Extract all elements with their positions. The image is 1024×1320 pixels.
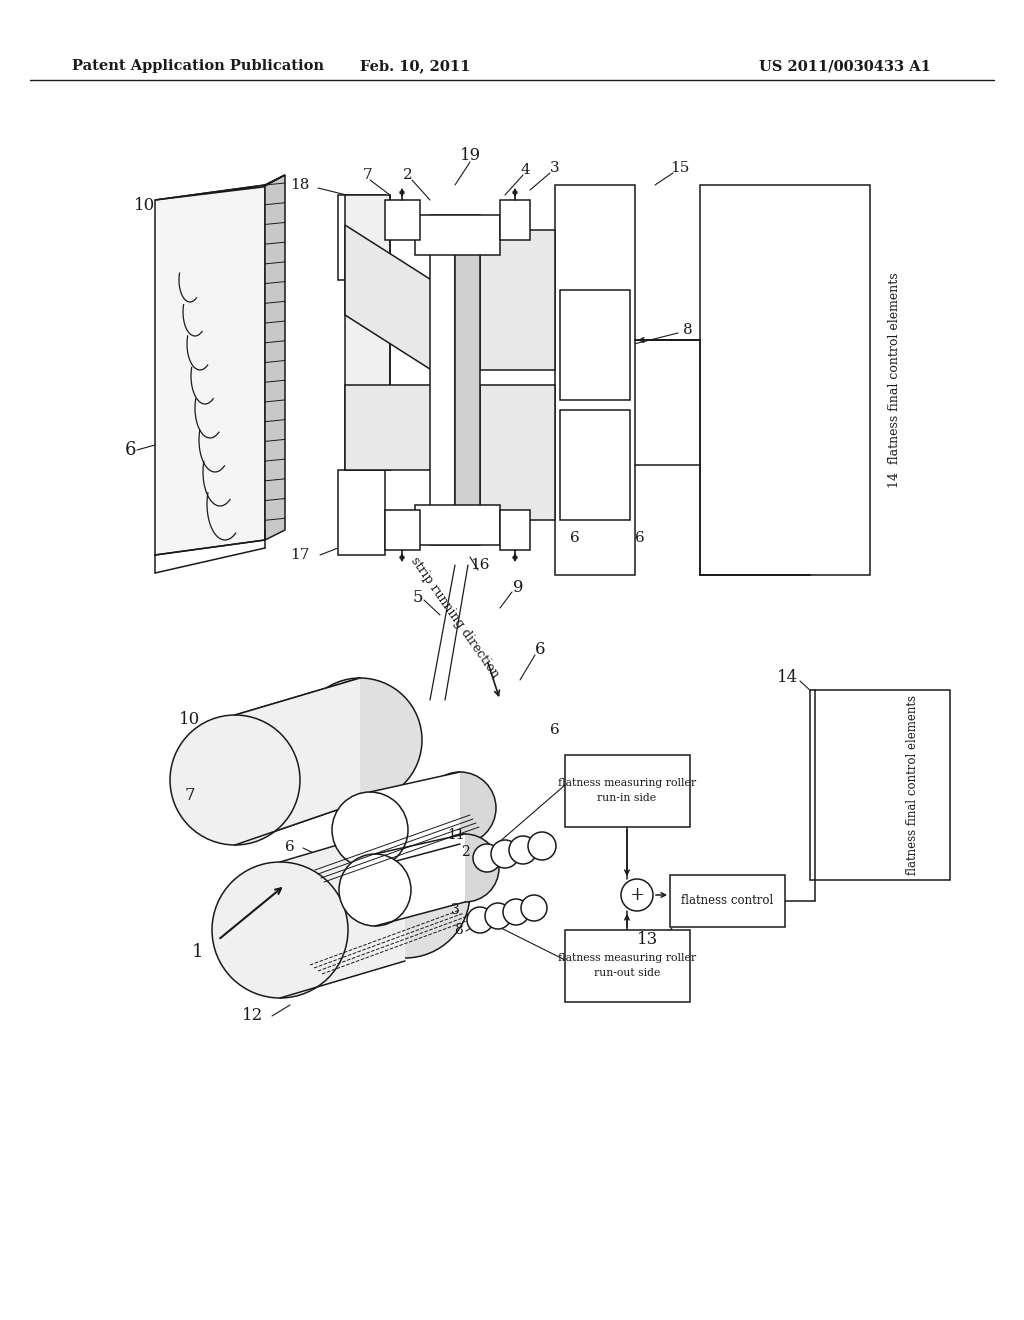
Text: 6: 6 — [635, 531, 645, 545]
Text: 8: 8 — [455, 923, 463, 937]
Circle shape — [490, 840, 519, 869]
Circle shape — [340, 828, 470, 958]
Text: US 2011/0030433 A1: US 2011/0030433 A1 — [759, 59, 931, 73]
Circle shape — [431, 834, 499, 902]
Text: flatness control: flatness control — [681, 895, 773, 908]
Polygon shape — [700, 185, 870, 576]
Polygon shape — [430, 215, 455, 545]
Polygon shape — [345, 224, 455, 385]
Text: 11: 11 — [447, 828, 465, 842]
Polygon shape — [155, 176, 285, 201]
Text: 4: 4 — [520, 162, 529, 177]
Text: 10: 10 — [134, 197, 155, 214]
Text: 5: 5 — [413, 590, 423, 606]
Text: 17: 17 — [291, 548, 310, 562]
Circle shape — [172, 717, 298, 843]
Text: Feb. 10, 2011: Feb. 10, 2011 — [359, 59, 470, 73]
Text: 6: 6 — [570, 531, 580, 545]
Text: strip running direction: strip running direction — [409, 554, 502, 681]
Polygon shape — [345, 385, 455, 470]
Polygon shape — [500, 201, 530, 240]
Text: 7: 7 — [364, 168, 373, 182]
Text: 12: 12 — [242, 1006, 263, 1023]
Circle shape — [467, 907, 493, 933]
Text: +: + — [630, 886, 644, 904]
Polygon shape — [338, 195, 385, 280]
Polygon shape — [560, 290, 630, 400]
Circle shape — [424, 772, 496, 843]
Text: 6: 6 — [550, 723, 560, 737]
Polygon shape — [345, 195, 390, 470]
Text: 8: 8 — [683, 323, 693, 337]
Text: 1: 1 — [193, 942, 204, 961]
Polygon shape — [560, 411, 630, 520]
Circle shape — [503, 899, 529, 925]
Bar — [670, 875, 785, 927]
Text: 6: 6 — [124, 441, 136, 459]
Text: 16: 16 — [470, 558, 489, 572]
Circle shape — [621, 879, 653, 911]
Bar — [565, 755, 690, 828]
Polygon shape — [415, 215, 500, 255]
Polygon shape — [338, 470, 385, 554]
Polygon shape — [555, 185, 635, 576]
Polygon shape — [385, 510, 420, 550]
Text: 14: 14 — [777, 669, 798, 686]
Text: 3: 3 — [550, 161, 560, 176]
Text: 10: 10 — [179, 711, 200, 729]
Text: 6: 6 — [286, 840, 295, 854]
Circle shape — [509, 836, 537, 865]
Bar — [565, 931, 690, 1002]
Circle shape — [298, 678, 422, 803]
Circle shape — [528, 832, 556, 861]
Polygon shape — [480, 230, 555, 370]
Text: run-out side: run-out side — [594, 968, 660, 978]
Text: run-in side: run-in side — [597, 793, 656, 803]
Circle shape — [339, 854, 411, 927]
Polygon shape — [265, 176, 285, 540]
Circle shape — [485, 903, 511, 929]
Text: 19: 19 — [460, 147, 480, 164]
Polygon shape — [415, 506, 500, 545]
Text: 18: 18 — [291, 178, 310, 191]
Circle shape — [332, 792, 408, 869]
Text: Patent Application Publication: Patent Application Publication — [72, 59, 324, 73]
Text: 2: 2 — [403, 168, 413, 182]
Polygon shape — [280, 825, 406, 998]
Text: flatness measuring roller: flatness measuring roller — [558, 953, 696, 964]
Polygon shape — [370, 772, 460, 869]
Polygon shape — [480, 385, 555, 520]
Text: 3: 3 — [452, 903, 460, 917]
Polygon shape — [375, 834, 465, 927]
Polygon shape — [455, 215, 480, 545]
Text: 14  flatness final control elements: 14 flatness final control elements — [889, 272, 901, 488]
Text: flatness measuring roller: flatness measuring roller — [558, 777, 696, 788]
Bar — [810, 690, 950, 880]
Text: 7: 7 — [184, 787, 195, 804]
Polygon shape — [500, 510, 530, 550]
Circle shape — [212, 862, 348, 998]
Text: 13: 13 — [637, 932, 658, 949]
Polygon shape — [385, 201, 420, 240]
Text: 9: 9 — [513, 579, 523, 597]
Text: flatness final control elements: flatness final control elements — [905, 696, 919, 875]
Text: 15: 15 — [671, 161, 690, 176]
Circle shape — [473, 843, 501, 873]
Polygon shape — [234, 678, 360, 845]
Text: 6: 6 — [535, 642, 545, 659]
Text: 2: 2 — [461, 845, 470, 859]
Circle shape — [170, 715, 300, 845]
Circle shape — [521, 895, 547, 921]
Polygon shape — [155, 185, 265, 554]
